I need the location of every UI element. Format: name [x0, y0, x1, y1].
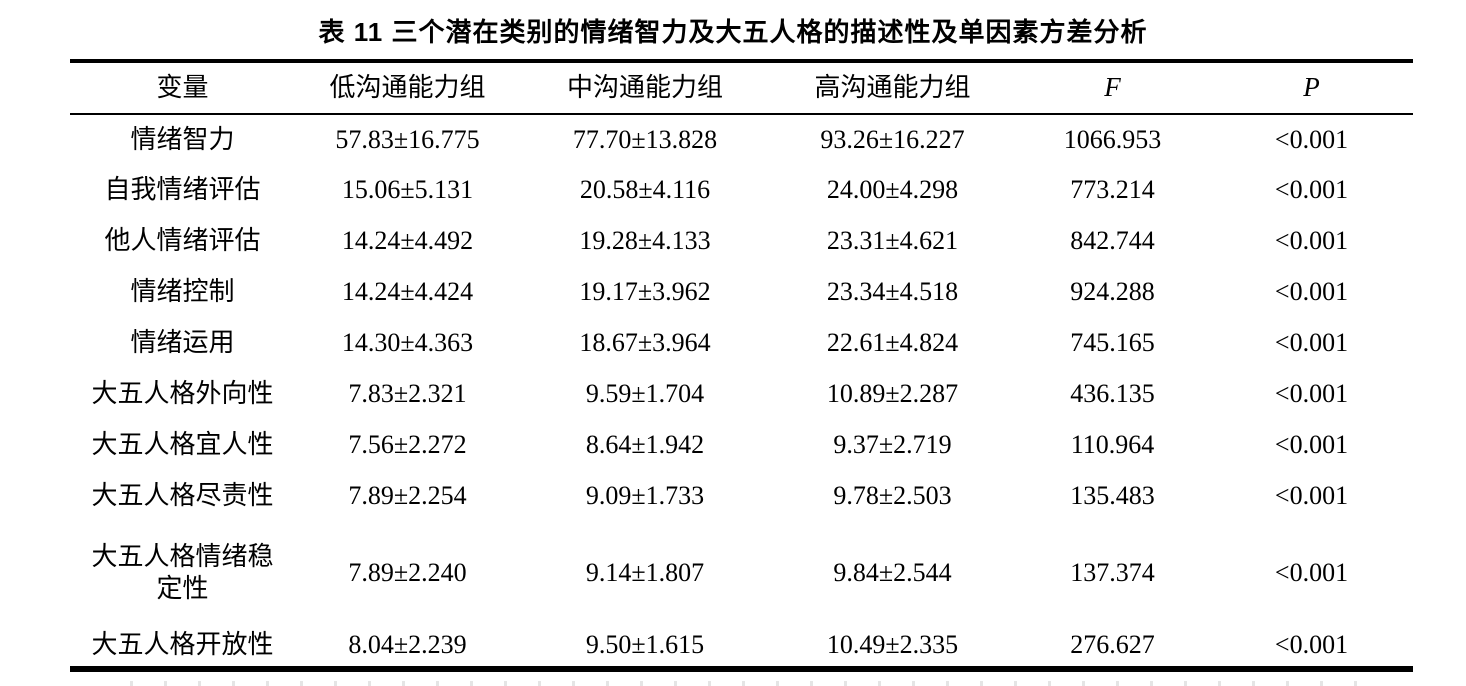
low-group-value: 14.30±4.363: [341, 328, 474, 358]
variable-label: 情绪控制: [130, 277, 235, 307]
p-value: <0.001: [1274, 226, 1349, 256]
high-group-value: 10.89±2.287: [826, 379, 959, 409]
table-row: 情绪控制 14.24±4.424 19.17±3.962 23.34±4.518…: [70, 267, 1413, 318]
low-group-value: 14.24±4.492: [341, 226, 474, 256]
mid-group-value: 77.70±13.828: [572, 124, 718, 154]
mid-group-value: 20.58±4.116: [579, 175, 711, 205]
header-variable: 变量: [156, 72, 209, 102]
low-group-value: 57.83±16.775: [335, 124, 480, 154]
low-group-value: 7.83±2.321: [348, 379, 467, 409]
low-group-value: 7.89±2.254: [348, 481, 467, 511]
low-group-value: 14.24±4.424: [341, 277, 474, 307]
f-value: 773.214: [1070, 175, 1155, 205]
mid-group-value: 19.17±3.962: [579, 277, 711, 307]
f-value: 137.374: [1070, 557, 1155, 587]
low-group-value: 7.56±2.272: [348, 430, 467, 460]
p-value: <0.001: [1274, 124, 1349, 154]
high-group-value: 93.26±16.227: [820, 124, 965, 154]
mid-group-value: 9.50±1.615: [585, 629, 705, 659]
p-value: <0.001: [1274, 175, 1349, 205]
p-value: <0.001: [1274, 481, 1349, 511]
variable-label: 大五人格尽责性: [91, 481, 274, 511]
variable-label: 大五人格外向性: [91, 379, 274, 409]
variable-label: 大五人格情绪稳 定性: [91, 541, 274, 604]
anova-table: 变量 低沟通能力组 中沟通能力组 高沟通能力组 F P 情绪智力 57.83±1…: [70, 59, 1413, 672]
mid-group-value: 8.64±1.942: [585, 430, 705, 460]
high-group-value: 23.34±4.518: [826, 277, 959, 307]
high-group-value: 9.78±2.503: [833, 481, 952, 511]
low-group-value: 15.06±5.131: [341, 175, 474, 205]
high-group-value: 9.37±2.719: [833, 430, 952, 460]
f-value: 924.288: [1070, 277, 1155, 307]
f-value: 436.135: [1070, 379, 1155, 409]
header-high-group: 高沟通能力组: [814, 72, 971, 102]
table-row: 他人情绪评估 14.24±4.492 19.28±4.133 23.31±4.6…: [70, 216, 1413, 267]
cut-off-next-line-remnant: [130, 681, 1360, 686]
f-value: 1066.953: [1063, 124, 1162, 154]
low-group-value: 8.04±2.239: [348, 629, 467, 659]
table-row: 大五人格情绪稳 定性 7.89±2.240 9.14±1.807 9.84±2.…: [70, 522, 1413, 624]
table-row: 大五人格开放性 8.04±2.239 9.50±1.615 10.49±2.33…: [70, 624, 1413, 669]
p-value: <0.001: [1274, 629, 1349, 659]
header-f-statistic: F: [1104, 72, 1121, 103]
table-row: 大五人格宜人性 7.56±2.272 8.64±1.942 9.37±2.719…: [70, 420, 1413, 471]
header-mid-group: 中沟通能力组: [566, 72, 723, 102]
mid-group-value: 18.67±3.964: [579, 328, 711, 358]
table-title: 表 11 三个潜在类别的情绪智力及大五人格的描述性及单因素方差分析: [318, 17, 1148, 47]
high-group-value: 22.61±4.824: [826, 328, 959, 358]
high-group-value: 10.49±2.335: [826, 629, 959, 659]
variable-label: 自我情绪评估: [104, 175, 261, 205]
high-group-value: 9.84±2.544: [833, 557, 952, 587]
header-low-group: 低沟通能力组: [329, 72, 486, 102]
header-row: 变量 低沟通能力组 中沟通能力组 高沟通能力组 F P: [70, 61, 1413, 114]
high-group-value: 24.00±4.298: [826, 175, 959, 205]
f-value: 110.964: [1070, 430, 1155, 460]
mid-group-value: 9.09±1.733: [585, 481, 705, 511]
f-value: 276.627: [1070, 629, 1155, 659]
variable-label: 大五人格宜人性: [91, 430, 274, 460]
f-value: 842.744: [1070, 226, 1155, 256]
variable-label: 大五人格开放性: [91, 629, 274, 659]
mid-group-value: 9.14±1.807: [585, 557, 705, 587]
f-value: 745.165: [1070, 328, 1155, 358]
p-value: <0.001: [1274, 379, 1349, 409]
f-value: 135.483: [1070, 481, 1155, 511]
p-value: <0.001: [1274, 557, 1349, 587]
high-group-value: 23.31±4.621: [826, 226, 959, 256]
variable-label: 情绪智力: [130, 124, 235, 154]
variable-label: 他人情绪评估: [104, 226, 261, 256]
table-row: 大五人格外向性 7.83±2.321 9.59±1.704 10.89±2.28…: [70, 369, 1413, 420]
table-row: 情绪运用 14.30±4.363 18.67±3.964 22.61±4.824…: [70, 318, 1413, 369]
p-value: <0.001: [1274, 277, 1349, 307]
p-value: <0.001: [1274, 328, 1349, 358]
header-p-value: P: [1303, 72, 1320, 103]
mid-group-value: 19.28±4.133: [579, 226, 711, 256]
variable-label: 情绪运用: [130, 328, 235, 358]
mid-group-value: 9.59±1.704: [585, 379, 705, 409]
table-row: 情绪智力 57.83±16.775 77.70±13.828 93.26±16.…: [70, 114, 1413, 165]
table-row: 大五人格尽责性 7.89±2.254 9.09±1.733 9.78±2.503…: [70, 471, 1413, 522]
low-group-value: 7.89±2.240: [348, 557, 467, 587]
p-value: <0.001: [1274, 430, 1349, 460]
table-row: 自我情绪评估 15.06±5.131 20.58±4.116 24.00±4.2…: [70, 165, 1413, 216]
